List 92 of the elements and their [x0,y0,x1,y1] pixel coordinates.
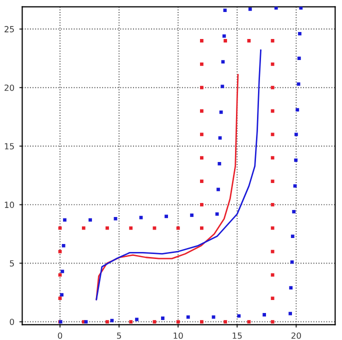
point [290,234,294,238]
point [200,39,204,42]
point [248,7,252,11]
point [58,273,62,277]
point [270,226,274,230]
point [292,210,296,214]
point [218,162,222,166]
point [270,202,274,206]
point [63,218,66,222]
point [293,184,297,188]
point [110,318,114,322]
point [218,136,222,140]
point [60,270,64,274]
point [176,320,180,324]
point [190,214,194,217]
point [139,216,143,220]
point [215,212,219,216]
point [200,202,204,206]
point [200,226,204,230]
point [288,312,292,316]
point [296,82,300,86]
point [270,320,274,324]
y-tick-label: 15 [4,143,14,150]
line-series [96,49,262,300]
point [237,314,241,318]
point [200,320,204,324]
point [294,158,298,162]
point [212,315,216,319]
point [223,8,227,12]
point [298,32,302,36]
point [200,156,204,160]
point [270,180,274,183]
point [106,226,109,230]
y-tick-label: 5 [10,260,14,267]
point [224,320,228,324]
point [290,260,294,264]
point [219,110,223,114]
point [200,109,204,113]
point [220,84,224,88]
point [176,226,180,230]
y-tick-label: 20 [4,84,14,91]
point [270,132,274,136]
point [114,217,118,220]
point [58,226,62,230]
point [200,62,204,66]
point [289,286,293,290]
x-tick-label: 0 [58,332,62,339]
point [164,214,168,218]
point [129,320,133,324]
y-tick-label: 0 [10,318,14,326]
point [270,109,274,113]
point [200,132,204,136]
point [152,320,156,324]
y-tick-label: 10 [4,202,14,208]
point [82,226,86,230]
y-tick-label: 25 [4,26,14,32]
x-tick-label: 15 [232,332,242,339]
point [152,226,156,230]
point [62,244,66,248]
point [270,39,274,42]
point [186,315,190,319]
point [200,86,204,90]
point [60,293,64,297]
point [222,34,226,38]
point [161,316,164,320]
point [84,320,88,324]
point [297,56,301,60]
point [270,296,274,300]
point [294,132,298,136]
point [58,296,62,300]
point [106,320,109,324]
point [296,108,300,112]
point [216,188,220,192]
point [262,313,266,316]
point [129,226,133,230]
point [270,86,274,90]
point [221,60,225,64]
x-tick-label: 10 [174,332,183,339]
point [270,62,274,66]
point [135,318,138,322]
point [247,39,251,42]
point [200,180,204,183]
point [224,39,228,42]
point [270,273,274,277]
point [270,250,274,254]
x-tick-label: 5 [117,332,121,339]
x-tick-label: 20 [292,332,301,339]
point [274,6,278,10]
point [247,320,251,324]
point [270,156,274,160]
point [299,6,303,10]
point [88,218,92,222]
